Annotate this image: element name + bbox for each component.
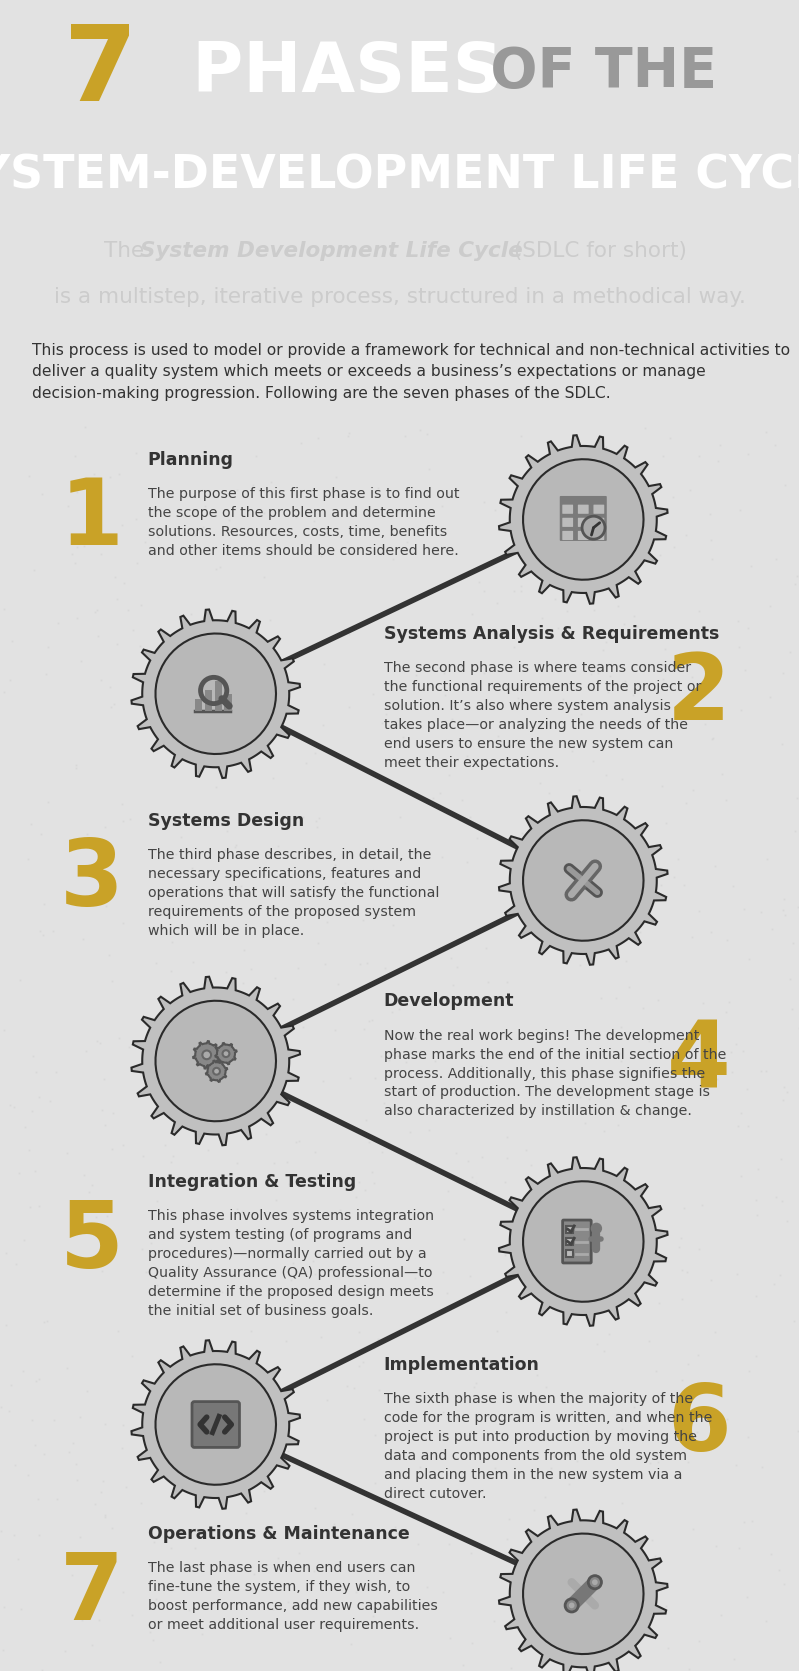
- Text: 7: 7: [64, 22, 137, 124]
- Text: Systems Design: Systems Design: [148, 812, 304, 830]
- Bar: [205, 690, 212, 710]
- Bar: [566, 1225, 574, 1233]
- Text: 7: 7: [60, 1549, 124, 1639]
- Text: The third phase describes, in detail, the
necessary specifications, features and: The third phase describes, in detail, th…: [148, 849, 439, 937]
- Text: is a multistep, iterative process, structured in a methodical way.: is a multistep, iterative process, struc…: [54, 287, 745, 307]
- Polygon shape: [499, 795, 667, 964]
- Text: This phase involves systems integration
and system testing (of programs and
proc: This phase involves systems integration …: [148, 1210, 434, 1318]
- Circle shape: [592, 1579, 598, 1586]
- Text: 1: 1: [60, 475, 124, 565]
- Polygon shape: [132, 610, 300, 779]
- Circle shape: [213, 1068, 220, 1074]
- FancyBboxPatch shape: [594, 531, 604, 540]
- Circle shape: [223, 1049, 229, 1058]
- Polygon shape: [216, 1043, 237, 1064]
- FancyBboxPatch shape: [562, 531, 573, 540]
- FancyBboxPatch shape: [578, 505, 589, 513]
- Text: Implementation: Implementation: [384, 1355, 539, 1374]
- Text: The second phase is where teams consider
the functional requirements of the proj: The second phase is where teams consider…: [384, 662, 701, 770]
- Polygon shape: [523, 820, 643, 941]
- Text: Systems Analysis & Requirements: Systems Analysis & Requirements: [384, 625, 719, 643]
- Text: 6: 6: [667, 1380, 731, 1469]
- Polygon shape: [523, 1181, 643, 1302]
- Text: Planning: Planning: [148, 451, 234, 470]
- FancyBboxPatch shape: [562, 518, 573, 526]
- FancyBboxPatch shape: [562, 505, 573, 513]
- Polygon shape: [523, 1534, 643, 1654]
- Text: OF THE: OF THE: [471, 45, 718, 99]
- Text: The purpose of this first phase is to find out
the scope of the problem and dete: The purpose of this first phase is to fi…: [148, 488, 459, 558]
- Text: Operations & Maintenance: Operations & Maintenance: [148, 1526, 410, 1542]
- Circle shape: [202, 1051, 211, 1059]
- Text: The last phase is when end users can
fine-tune the system, if they wish, to
boos: The last phase is when end users can fin…: [148, 1561, 438, 1633]
- Text: Now the real work begins! The development
phase marks the end of the initial sec: Now the real work begins! The developmen…: [384, 1029, 726, 1118]
- FancyBboxPatch shape: [560, 496, 606, 541]
- Text: SYSTEM-DEVELOPMENT LIFE CYCLE: SYSTEM-DEVELOPMENT LIFE CYCLE: [0, 154, 799, 199]
- FancyBboxPatch shape: [594, 518, 604, 526]
- Text: This process is used to model or provide a framework for technical and non-techn: This process is used to model or provide…: [32, 343, 790, 401]
- Bar: [566, 1238, 574, 1245]
- Bar: [214, 682, 222, 710]
- FancyBboxPatch shape: [192, 1402, 240, 1447]
- Circle shape: [590, 1223, 602, 1235]
- Circle shape: [565, 1599, 578, 1613]
- Polygon shape: [523, 460, 643, 580]
- Polygon shape: [132, 1340, 300, 1509]
- Text: 4: 4: [667, 1016, 731, 1106]
- Polygon shape: [156, 633, 276, 754]
- Polygon shape: [156, 1364, 276, 1486]
- Bar: [195, 698, 202, 710]
- Text: 2: 2: [667, 648, 731, 739]
- Text: 5: 5: [60, 1196, 124, 1287]
- Text: Development: Development: [384, 993, 514, 1011]
- Polygon shape: [156, 1001, 276, 1121]
- Text: (SDLC for short): (SDLC for short): [507, 241, 687, 261]
- Text: System Development Life Cycle: System Development Life Cycle: [140, 241, 523, 261]
- Text: 3: 3: [60, 836, 124, 926]
- Text: The sixth phase is when the majority of the
code for the program is written, and: The sixth phase is when the majority of …: [384, 1392, 712, 1501]
- Text: PHASES: PHASES: [168, 38, 503, 105]
- Polygon shape: [499, 434, 667, 603]
- Polygon shape: [499, 1509, 667, 1671]
- FancyBboxPatch shape: [578, 518, 589, 526]
- Circle shape: [569, 1602, 574, 1608]
- Bar: [566, 1250, 574, 1258]
- Circle shape: [588, 1576, 602, 1589]
- Text: The: The: [104, 241, 151, 261]
- Polygon shape: [206, 1061, 227, 1081]
- Polygon shape: [193, 1041, 221, 1068]
- FancyBboxPatch shape: [578, 531, 589, 540]
- Polygon shape: [132, 978, 300, 1145]
- Circle shape: [582, 516, 605, 540]
- Polygon shape: [499, 1158, 667, 1325]
- Bar: [225, 693, 232, 710]
- FancyBboxPatch shape: [594, 505, 604, 513]
- FancyBboxPatch shape: [562, 1220, 591, 1263]
- Text: Integration & Testing: Integration & Testing: [148, 1173, 356, 1191]
